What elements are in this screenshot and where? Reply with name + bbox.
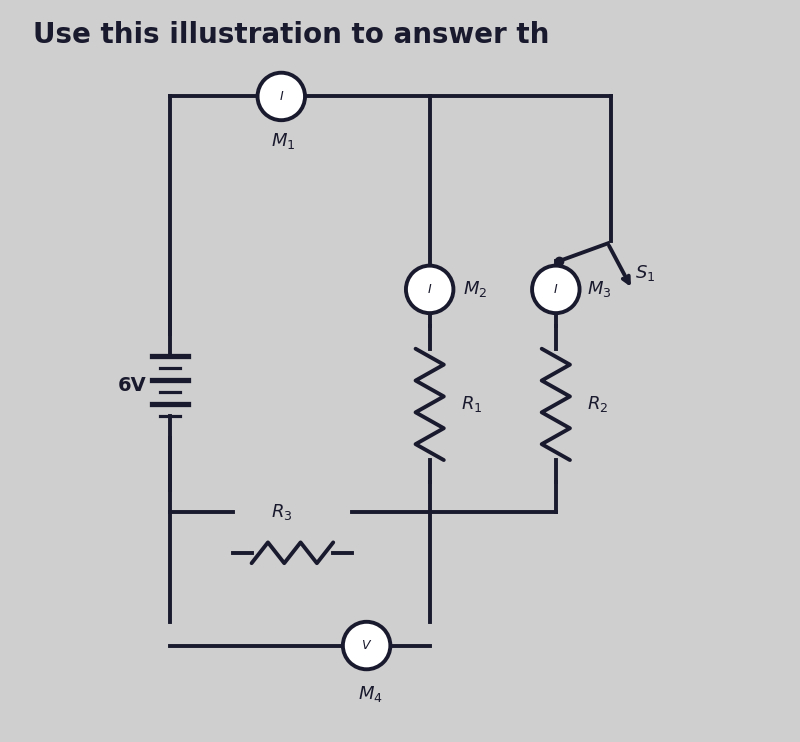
Circle shape — [343, 622, 390, 669]
Text: Use this illustration to answer th: Use this illustration to answer th — [34, 21, 550, 49]
Text: $M_3$: $M_3$ — [587, 280, 611, 299]
Text: $R_2$: $R_2$ — [587, 395, 608, 414]
Text: $R_3$: $R_3$ — [270, 502, 292, 522]
Circle shape — [532, 266, 579, 313]
Text: $M_2$: $M_2$ — [463, 280, 487, 299]
Circle shape — [406, 266, 454, 313]
Text: $S_1$: $S_1$ — [635, 263, 655, 283]
Text: $I$: $I$ — [553, 283, 558, 296]
Circle shape — [258, 73, 305, 120]
Text: $I$: $I$ — [427, 283, 432, 296]
Text: $R_1$: $R_1$ — [461, 395, 482, 414]
Text: 6V: 6V — [118, 376, 146, 395]
Text: $I$: $I$ — [278, 90, 284, 103]
Text: $V$: $V$ — [361, 639, 372, 652]
Text: $M_1$: $M_1$ — [270, 131, 295, 151]
Text: $M_4$: $M_4$ — [358, 684, 382, 704]
